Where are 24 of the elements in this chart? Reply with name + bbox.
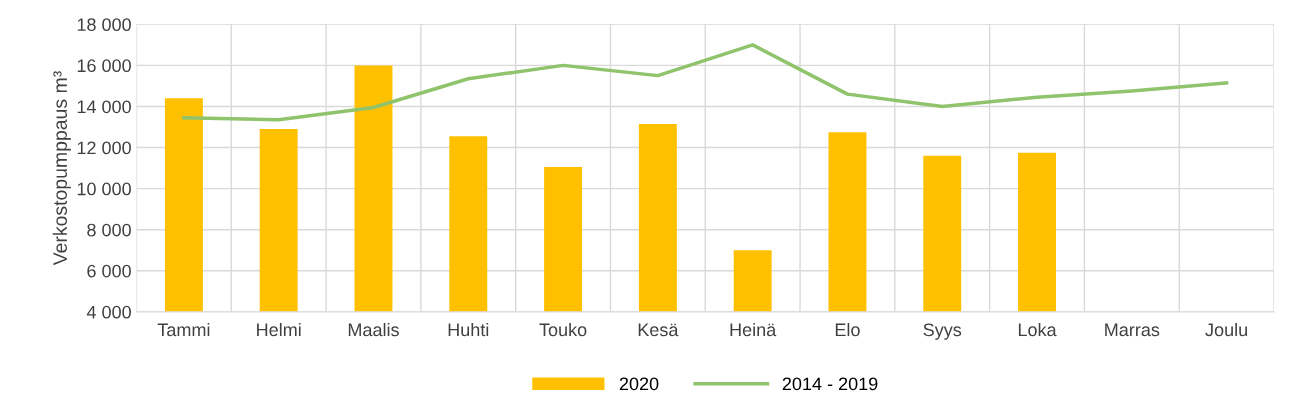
y-tick-label: 8 000 [87,223,131,237]
x-tick-label: Elo [835,322,860,337]
x-tick-label: Helmi [257,322,301,337]
legend-label: 2020 [619,377,659,391]
x-tick-label: Kesä [638,323,679,337]
x-tick-label: Maalis [348,322,399,337]
y-tick-label: 6 000 [87,264,131,278]
x-tick-label: Syys [923,323,962,340]
y-tick-label: 18 000 [77,18,131,32]
x-tick-label: Heinä [730,322,777,337]
x-tick-label: Touko [539,322,587,337]
legend-label: 2014 - 2019 [782,377,878,391]
y-tick-label: 4 000 [86,305,131,319]
y-axis-title: Verkostopumppaus m³ [52,71,71,266]
y-tick-label: 14 000 [77,100,131,114]
line-series [182,43,1229,122]
x-tick-label: Joulu [1205,322,1247,337]
x-tick-label: Marras [1105,323,1160,337]
x-tick-label: Loka [1018,322,1057,337]
y-tick-label: 12 000 [77,141,131,155]
x-tick-label: Tammi [157,322,210,337]
x-tick-label: Huhti [448,322,489,337]
y-tick-label: 10 000 [77,182,131,196]
y-tick-label: 16 000 [77,59,131,73]
